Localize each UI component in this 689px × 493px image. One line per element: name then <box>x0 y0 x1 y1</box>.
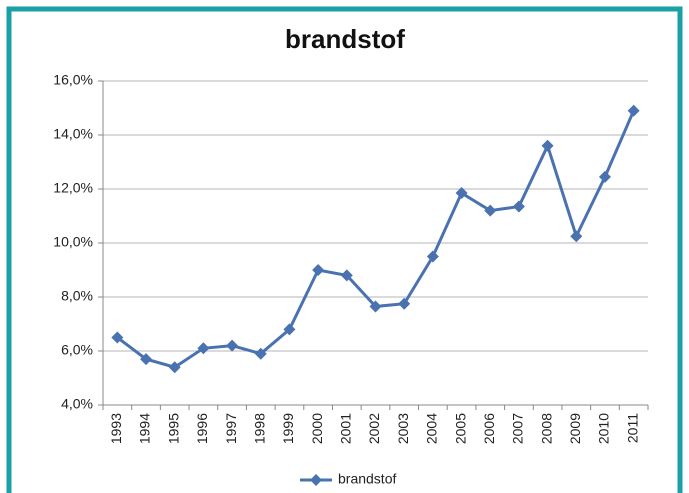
y-tick-label: 6,0% <box>61 342 93 358</box>
y-tick-label: 10,0% <box>53 234 93 250</box>
marker <box>197 342 210 355</box>
marker <box>254 347 267 360</box>
x-tick-label: 2010 <box>596 413 612 444</box>
x-tick-label: 2011 <box>624 413 640 443</box>
x-tick-label: 1994 <box>137 413 153 444</box>
x-tick-label: 1998 <box>251 413 267 444</box>
chart-title: brandstof <box>285 24 405 54</box>
x-tick-label: 2009 <box>567 413 583 444</box>
marker <box>455 187 468 200</box>
marker <box>398 297 411 310</box>
marker <box>426 250 439 263</box>
y-tick-label: 16,0% <box>53 72 93 88</box>
x-tick-label: 1997 <box>223 413 239 444</box>
marker <box>312 264 325 276</box>
marker <box>627 104 640 117</box>
x-tick-label: 2002 <box>366 413 382 444</box>
marker <box>484 204 497 217</box>
marker <box>111 331 124 344</box>
x-tick-label: 2000 <box>309 413 325 444</box>
marker <box>570 230 583 243</box>
x-tick-label: 2008 <box>538 413 554 444</box>
x-tick-label: 2001 <box>338 413 354 444</box>
x-tick-label: 2006 <box>481 413 497 444</box>
legend-marker <box>310 474 322 486</box>
marker <box>283 323 296 336</box>
x-tick-label: 2007 <box>510 413 526 444</box>
y-tick-label: 14,0% <box>53 126 93 142</box>
marker <box>226 339 239 352</box>
marker <box>512 200 525 213</box>
x-tick-label: 1993 <box>108 413 124 444</box>
legend-label: brandstof <box>338 471 396 487</box>
marker <box>369 300 382 313</box>
marker <box>168 361 181 374</box>
x-tick-label: 2004 <box>424 413 440 444</box>
marker <box>340 269 353 282</box>
x-tick-label: 2005 <box>452 413 468 444</box>
marker <box>598 170 611 183</box>
frame <box>6 6 683 493</box>
x-tick-label: 1999 <box>280 413 296 444</box>
x-tick-label: 2003 <box>395 413 411 444</box>
y-tick-label: 8,0% <box>61 288 93 304</box>
y-tick-label: 12,0% <box>53 180 93 196</box>
x-tick-label: 1996 <box>194 413 210 444</box>
x-tick-label: 1995 <box>165 413 181 444</box>
marker <box>140 353 153 366</box>
marker <box>541 139 554 152</box>
y-tick-label: 4,0% <box>61 396 93 412</box>
